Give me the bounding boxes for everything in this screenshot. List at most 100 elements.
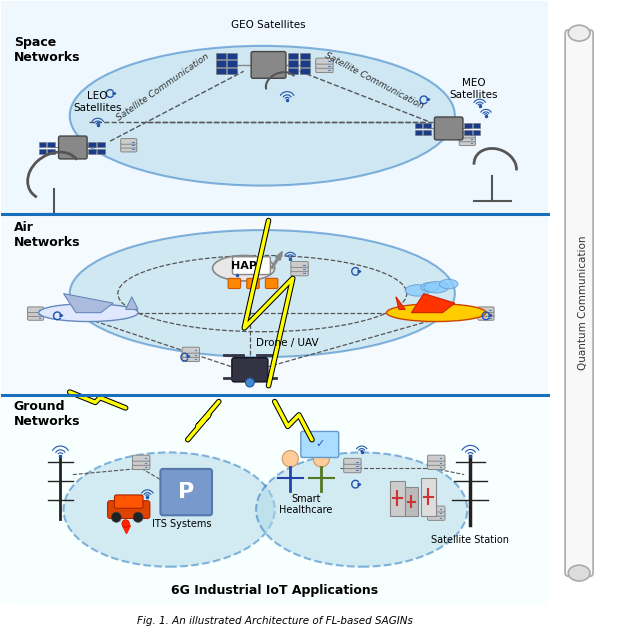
- FancyBboxPatch shape: [301, 431, 339, 457]
- FancyBboxPatch shape: [427, 459, 445, 465]
- FancyBboxPatch shape: [478, 315, 494, 320]
- FancyBboxPatch shape: [120, 138, 137, 144]
- Text: MEO
Satellites: MEO Satellites: [449, 78, 498, 100]
- Ellipse shape: [39, 304, 138, 322]
- FancyBboxPatch shape: [421, 478, 436, 516]
- FancyBboxPatch shape: [227, 61, 237, 67]
- FancyBboxPatch shape: [27, 315, 44, 320]
- FancyBboxPatch shape: [216, 61, 226, 67]
- FancyBboxPatch shape: [47, 149, 55, 154]
- Ellipse shape: [256, 452, 467, 567]
- FancyBboxPatch shape: [227, 68, 237, 75]
- FancyBboxPatch shape: [414, 130, 422, 135]
- FancyBboxPatch shape: [89, 149, 96, 154]
- Circle shape: [313, 450, 329, 467]
- FancyBboxPatch shape: [464, 123, 472, 128]
- FancyBboxPatch shape: [300, 53, 310, 59]
- FancyBboxPatch shape: [316, 63, 333, 68]
- FancyBboxPatch shape: [344, 467, 361, 473]
- Ellipse shape: [70, 230, 455, 357]
- FancyBboxPatch shape: [478, 311, 494, 316]
- Ellipse shape: [424, 281, 449, 293]
- FancyBboxPatch shape: [478, 307, 494, 313]
- FancyBboxPatch shape: [427, 506, 445, 512]
- Text: Satellite Communication: Satellite Communication: [115, 52, 211, 122]
- FancyBboxPatch shape: [1, 395, 548, 605]
- Ellipse shape: [568, 26, 590, 41]
- Text: LEO
Satellites: LEO Satellites: [74, 91, 122, 112]
- Ellipse shape: [568, 565, 590, 581]
- FancyBboxPatch shape: [316, 58, 333, 64]
- FancyBboxPatch shape: [39, 149, 46, 154]
- FancyBboxPatch shape: [344, 458, 361, 464]
- Text: Satellite Station: Satellite Station: [431, 535, 509, 545]
- Text: P: P: [178, 482, 195, 501]
- FancyBboxPatch shape: [233, 256, 270, 274]
- Text: Fig. 1. An illustrated Architecture of FL-based SAGINs: Fig. 1. An illustrated Architecture of F…: [137, 616, 412, 626]
- FancyBboxPatch shape: [405, 487, 417, 516]
- Ellipse shape: [421, 283, 439, 292]
- Polygon shape: [411, 293, 455, 313]
- FancyBboxPatch shape: [423, 130, 431, 135]
- FancyBboxPatch shape: [27, 311, 44, 316]
- Text: Quantum Communication: Quantum Communication: [578, 236, 588, 371]
- Circle shape: [122, 520, 129, 528]
- FancyBboxPatch shape: [459, 140, 475, 145]
- FancyBboxPatch shape: [97, 149, 104, 154]
- FancyBboxPatch shape: [427, 510, 445, 516]
- FancyBboxPatch shape: [427, 514, 445, 521]
- Circle shape: [111, 512, 121, 523]
- FancyBboxPatch shape: [89, 142, 96, 147]
- FancyBboxPatch shape: [427, 464, 445, 470]
- FancyBboxPatch shape: [473, 123, 480, 128]
- FancyBboxPatch shape: [47, 142, 55, 147]
- FancyBboxPatch shape: [300, 61, 310, 67]
- FancyBboxPatch shape: [27, 307, 44, 313]
- Ellipse shape: [213, 255, 275, 281]
- FancyBboxPatch shape: [120, 146, 137, 152]
- Text: Space
Networks: Space Networks: [14, 36, 80, 64]
- FancyBboxPatch shape: [39, 142, 46, 147]
- Polygon shape: [64, 293, 113, 313]
- FancyBboxPatch shape: [459, 136, 475, 142]
- Ellipse shape: [386, 304, 486, 322]
- FancyBboxPatch shape: [182, 352, 200, 357]
- FancyBboxPatch shape: [288, 68, 298, 75]
- FancyBboxPatch shape: [464, 130, 472, 135]
- FancyBboxPatch shape: [132, 464, 150, 470]
- FancyBboxPatch shape: [265, 278, 278, 288]
- FancyBboxPatch shape: [182, 347, 200, 353]
- Polygon shape: [125, 297, 138, 309]
- FancyBboxPatch shape: [288, 61, 298, 67]
- FancyBboxPatch shape: [291, 262, 308, 267]
- FancyBboxPatch shape: [288, 53, 298, 59]
- Ellipse shape: [439, 279, 458, 289]
- Circle shape: [282, 450, 298, 467]
- FancyBboxPatch shape: [132, 459, 150, 465]
- Text: Ground
Networks: Ground Networks: [14, 400, 80, 428]
- FancyBboxPatch shape: [59, 136, 87, 159]
- Text: HAP: HAP: [231, 261, 256, 271]
- FancyBboxPatch shape: [182, 355, 200, 362]
- FancyBboxPatch shape: [216, 53, 226, 59]
- FancyBboxPatch shape: [1, 1, 548, 214]
- FancyBboxPatch shape: [216, 68, 226, 75]
- FancyBboxPatch shape: [120, 142, 137, 148]
- Polygon shape: [396, 297, 405, 309]
- Text: Air
Networks: Air Networks: [14, 221, 80, 249]
- Ellipse shape: [64, 452, 275, 567]
- FancyBboxPatch shape: [414, 123, 422, 128]
- FancyBboxPatch shape: [389, 481, 405, 516]
- FancyBboxPatch shape: [251, 52, 286, 78]
- FancyBboxPatch shape: [228, 278, 241, 288]
- FancyBboxPatch shape: [473, 130, 480, 135]
- Text: Satellite Communication: Satellite Communication: [323, 51, 425, 111]
- FancyBboxPatch shape: [160, 469, 212, 516]
- FancyBboxPatch shape: [291, 265, 308, 272]
- FancyBboxPatch shape: [232, 358, 268, 382]
- FancyBboxPatch shape: [423, 123, 431, 128]
- FancyBboxPatch shape: [344, 463, 361, 468]
- FancyBboxPatch shape: [114, 495, 143, 508]
- FancyBboxPatch shape: [97, 142, 104, 147]
- Text: Smart
Healthcare: Smart Healthcare: [279, 494, 333, 516]
